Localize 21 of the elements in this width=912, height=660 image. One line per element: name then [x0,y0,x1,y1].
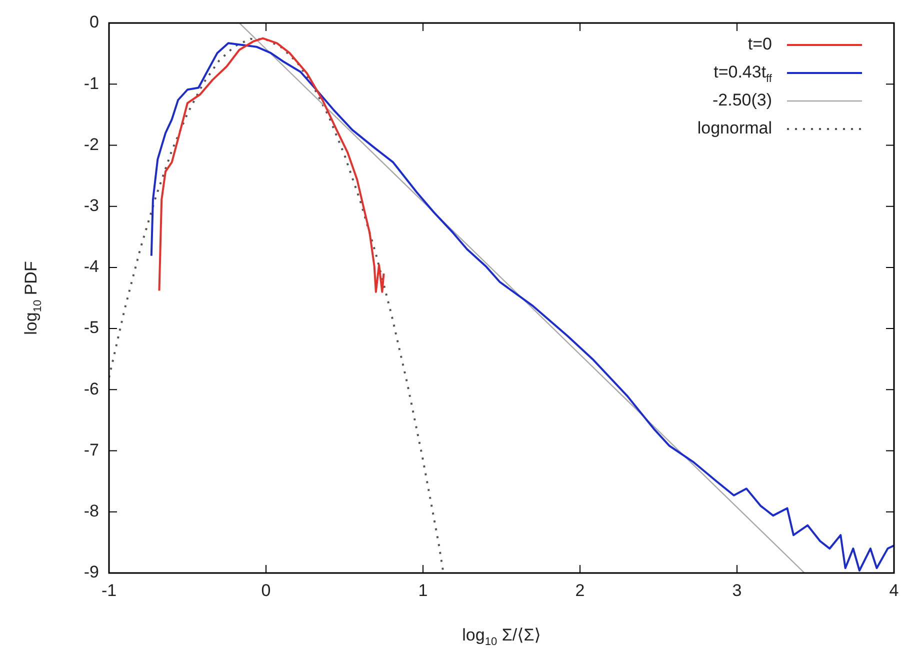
y-tick-label: -9 [84,562,99,582]
line-series [109,38,444,573]
legend-label: -2.50(3) [712,90,772,110]
y-tick-label: -4 [84,257,99,276]
y-tick-label: -6 [84,379,99,398]
y-tick-label: -8 [84,502,99,521]
x-tick-label: 1 [418,580,428,600]
x-tick-label: 4 [889,580,899,600]
legend-label: lognormal [697,118,772,138]
y-tick-label: -7 [84,440,99,460]
y-axis-title: log10 PDF [22,261,44,335]
legend-label: t=0 [748,34,772,54]
x-tick-label: 0 [261,580,271,600]
y-tick-label: -2 [84,134,99,154]
y-tick-label: -1 [84,74,99,93]
x-tick-label: 3 [732,580,742,600]
y-tick-label: 0 [90,12,99,32]
x-tick-label: -1 [101,580,117,600]
y-tick-label: -5 [84,318,99,338]
x-tick-label: 2 [575,580,585,600]
y-tick-label: -3 [84,196,99,216]
